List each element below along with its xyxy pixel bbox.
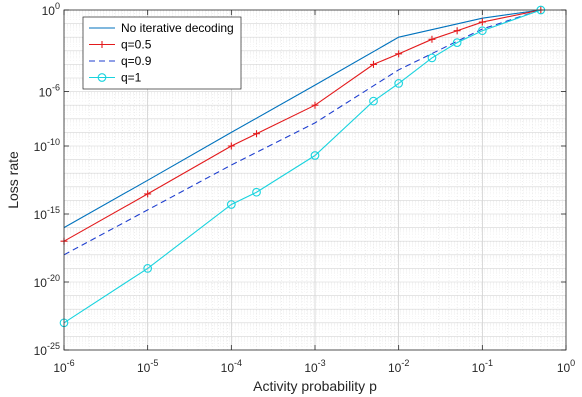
y-tick-label-base: 10: [42, 4, 56, 18]
x-tick-label-base: 10: [472, 361, 486, 375]
legend-item: q=1: [89, 71, 142, 85]
series-line: [63, 9, 541, 256]
data-point-circle-marker: [427, 53, 437, 63]
y-tick-label-base: 10: [34, 140, 48, 154]
x-tick-label: 10-1: [472, 358, 493, 375]
y-tick-label-exponent: 0: [55, 1, 60, 11]
data-point-plus-marker: [478, 18, 486, 26]
x-axis-label: Activity probability p: [253, 378, 377, 394]
legend-item: No iterative decoding: [89, 21, 234, 35]
data-point-circle-marker: [97, 73, 107, 82]
y-tick-label: 10-20: [34, 273, 60, 290]
data-point-circle-marker: [452, 38, 462, 47]
y-axis-label: Loss rate: [5, 151, 21, 209]
x-tick-label-base: 10: [221, 361, 235, 375]
x-tick-label: 100: [557, 358, 575, 375]
data-point-plus-marker: [311, 101, 319, 109]
legend-item: q=0.9: [89, 54, 152, 68]
data-point-circle-marker: [143, 264, 153, 273]
data-point-plus-marker: [369, 60, 377, 68]
grid: [64, 10, 566, 350]
x-tick-label-exponent: -3: [318, 358, 326, 368]
x-tick-label-base: 10: [557, 361, 571, 375]
x-tick-label-base: 10: [53, 361, 67, 375]
ticks: 10-6 10-5 10-4 10-3 10-2 10-1 10010-2510-2010-…: [34, 1, 576, 375]
data-point-circle-marker: [226, 200, 236, 209]
data-point-plus-marker: [428, 35, 436, 43]
data-point-plus-marker: [453, 27, 461, 35]
x-tick-label: 10-2: [388, 358, 409, 375]
y-tick-label: 10-15: [34, 205, 60, 222]
x-tick-label-exponent: -2: [401, 358, 409, 368]
legend-item: q=0.5: [89, 38, 152, 52]
legend-label: No iterative decoding: [121, 21, 234, 35]
series-line: [63, 9, 541, 229]
x-tick-label: 10-6: [53, 358, 74, 375]
y-tick-label-base: 10: [34, 276, 48, 290]
data-point-circle-marker: [252, 187, 261, 197]
legend-label: q=0.9: [121, 54, 152, 68]
data-point-plus-marker: [98, 41, 106, 48]
y-tick-label-base: 10: [34, 344, 48, 358]
y-tick-label-exponent: -6: [52, 83, 60, 93]
data-point-plus-marker: [395, 50, 403, 58]
y-tick-label: 10-25: [34, 341, 60, 358]
y-tick-label: 100: [42, 1, 60, 18]
series-q-0-9: [63, 9, 541, 256]
data-point-plus-marker: [144, 190, 152, 198]
y-tick-label-exponent: -15: [47, 205, 60, 215]
series-layer: [59, 5, 546, 328]
data-point-plus-marker: [227, 142, 235, 150]
data-point-circle-marker: [394, 79, 404, 88]
data-point-circle-marker: [477, 26, 487, 36]
legend: No iterative decoding q=0.5 q=0.9 q=1: [82, 16, 242, 90]
x-tick-label: 10-3: [304, 358, 325, 375]
x-tick-label-base: 10: [388, 361, 402, 375]
y-tick-label: 10-6: [39, 83, 60, 100]
data-point-circle-marker: [369, 96, 378, 106]
x-tick-label-exponent: 0: [570, 358, 575, 368]
x-tick-label-exponent: -1: [485, 358, 493, 368]
y-tick-label: 10-10: [34, 137, 60, 154]
y-tick-label-exponent: -25: [47, 341, 60, 351]
x-tick-label-exponent: -5: [150, 358, 158, 368]
data-point-plus-marker: [253, 130, 261, 138]
series-q-1: [59, 5, 546, 328]
legend-label: q=0.5: [121, 38, 152, 52]
y-tick-label-exponent: -10: [47, 137, 60, 147]
x-tick-label-exponent: -4: [234, 358, 242, 368]
series-no-iterative-decoding: [63, 9, 541, 229]
x-tick-label: 10-5: [137, 358, 158, 375]
x-tick-label-base: 10: [137, 361, 151, 375]
y-tick-label-base: 10: [34, 208, 48, 222]
series-q-0-5: [60, 6, 545, 245]
data-point-circle-marker: [310, 151, 320, 160]
x-tick-label-exponent: -6: [67, 358, 75, 368]
y-tick-label-exponent: -20: [47, 273, 60, 283]
series-line: [63, 9, 541, 324]
y-tick-label-base: 10: [39, 86, 53, 100]
x-tick-label-base: 10: [304, 361, 318, 375]
legend-label: q=1: [121, 71, 142, 85]
x-tick-label: 10-4: [221, 358, 242, 375]
